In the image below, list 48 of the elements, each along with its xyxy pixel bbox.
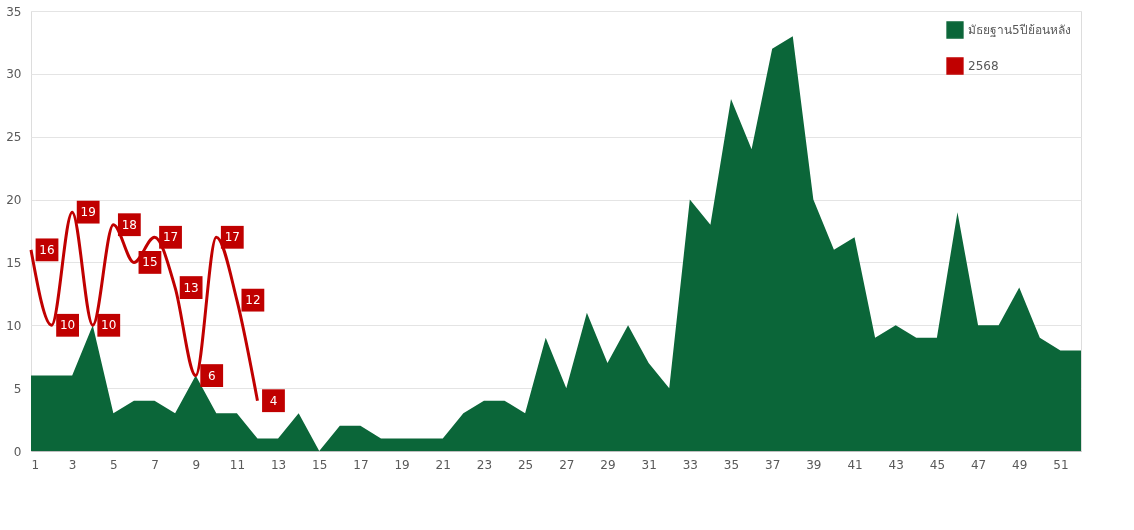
x-tick-label: 35 — [723, 457, 740, 472]
y-tick-label: 25 — [6, 130, 22, 145]
x-tick-label: 11 — [229, 457, 246, 472]
data-label: 4 — [269, 393, 278, 408]
x-tick-label: 41 — [847, 457, 863, 472]
x-tick-label: 49 — [1012, 457, 1028, 472]
x-tick-label: 9 — [192, 457, 201, 472]
data-label: 17 — [224, 230, 240, 245]
x-tick-label: 17 — [353, 457, 369, 472]
x-tick-label: 1 — [31, 457, 40, 472]
x-tick-label: 33 — [682, 457, 698, 472]
y-tick-label: 30 — [6, 67, 22, 82]
data-label: 19 — [80, 205, 96, 220]
y-tick-label: 10 — [6, 318, 22, 333]
x-tick-label: 29 — [600, 457, 616, 472]
x-tick-label: 19 — [394, 457, 410, 472]
x-tick-label: 5 — [110, 457, 118, 472]
x-tick-label: 23 — [476, 457, 493, 472]
data-label: 13 — [183, 280, 199, 295]
x-tick-label: 3 — [68, 457, 77, 472]
x-tick-label: 31 — [641, 457, 657, 472]
y-tick-label: 0 — [13, 444, 22, 459]
data-label: 12 — [245, 293, 261, 308]
x-tick-label: 7 — [151, 457, 159, 472]
y-tick-label: 5 — [13, 381, 22, 396]
x-tick-label: 37 — [765, 457, 781, 472]
x-tick-label: 51 — [1053, 457, 1069, 472]
data-label: 10 — [59, 318, 76, 333]
x-tick-label: 21 — [435, 457, 451, 472]
y-tick-label: 20 — [6, 193, 22, 208]
x-tick-label: 45 — [929, 457, 946, 472]
legend-label: 2568 — [968, 59, 999, 73]
x-tick-label: 13 — [270, 457, 287, 472]
data-label: 15 — [142, 255, 158, 270]
x-tick-label: 43 — [888, 457, 904, 472]
y-tick-label: 35 — [6, 4, 22, 19]
x-tick-label: 15 — [312, 457, 328, 472]
data-label: 18 — [121, 217, 137, 232]
x-tick-label: 27 — [559, 457, 575, 472]
y-tick-label: 15 — [6, 255, 22, 270]
data-label: 16 — [39, 242, 55, 257]
legend-label: มัธยฐาน5ปีย้อนหลัง — [968, 23, 1071, 37]
data-label: 10 — [101, 318, 117, 333]
x-tick-label: 47 — [970, 457, 987, 472]
x-tick-label: 39 — [806, 457, 822, 472]
data-label: 17 — [162, 230, 179, 245]
data-label: 6 — [207, 368, 216, 383]
x-tick-label: 25 — [517, 457, 534, 472]
